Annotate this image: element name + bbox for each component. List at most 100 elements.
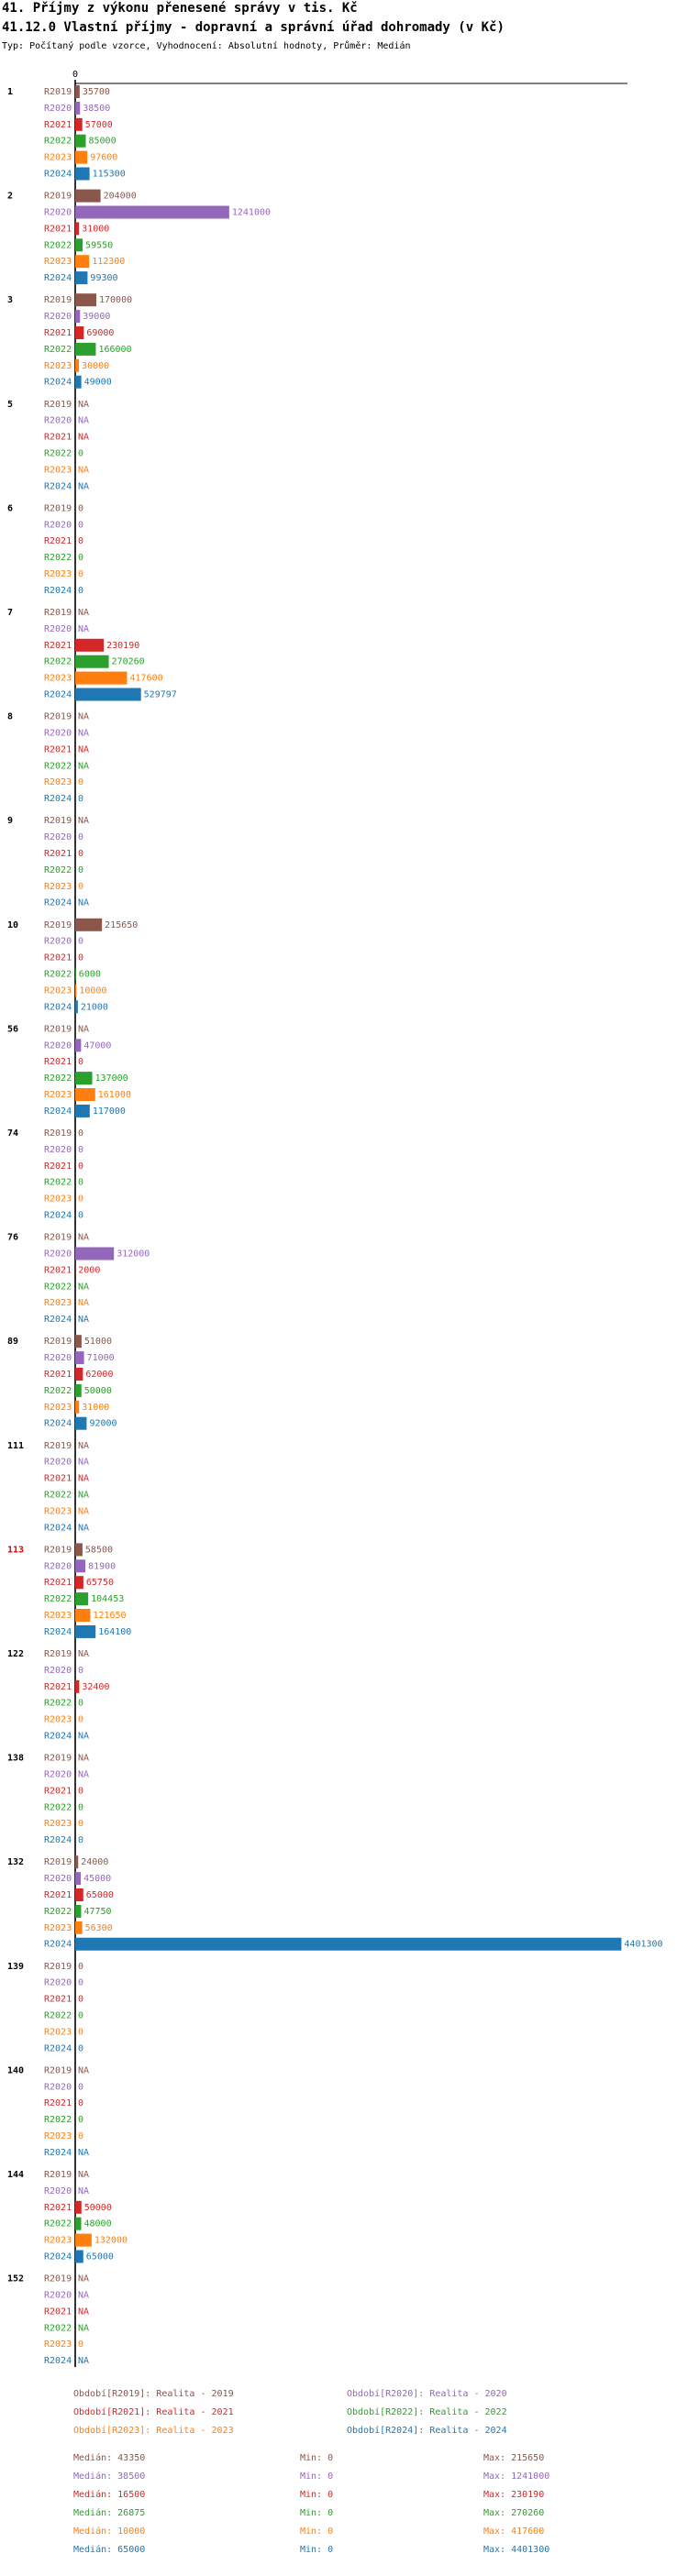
value-label: NA xyxy=(78,2306,89,2317)
category-label: 6 xyxy=(7,503,13,513)
value-label: NA xyxy=(78,2274,89,2284)
value-label: 69000 xyxy=(86,328,114,338)
row-label: R2023 xyxy=(44,777,72,787)
value-label: 0 xyxy=(78,937,83,947)
value-label: 1241000 xyxy=(232,208,271,218)
bar xyxy=(75,671,128,685)
value-label: NA xyxy=(78,744,89,754)
row-label: R2024 xyxy=(44,1211,72,1221)
value-label: 0 xyxy=(78,1978,83,1988)
row-label: R2023 xyxy=(44,1819,72,1829)
bar xyxy=(75,1543,83,1557)
row-label: R2020 xyxy=(44,1145,72,1155)
row-label: R2019 xyxy=(44,1649,72,1659)
value-label: 30000 xyxy=(82,361,109,371)
legend-entry: Období[R2020]: Realita - 2020 xyxy=(347,2388,507,2399)
row-label: R2024 xyxy=(44,586,72,596)
stat-value: 4401300 xyxy=(511,2545,549,2555)
row-label: R2023 xyxy=(44,882,72,892)
value-label: 0 xyxy=(78,882,83,892)
category-label: 144 xyxy=(7,2170,24,2180)
bar xyxy=(75,238,83,252)
value-label: 35700 xyxy=(83,87,110,97)
value-label: 0 xyxy=(78,1819,83,1829)
category-label: 139 xyxy=(7,1962,24,1972)
value-label: NA xyxy=(78,433,89,443)
stat-max: Max: 230190 xyxy=(483,2490,544,2500)
value-label: 0 xyxy=(78,1835,83,1845)
value-label: 71000 xyxy=(87,1353,115,1363)
chart-subtitle: 41.12.0 Vlastní příjmy - dopravní a sprá… xyxy=(2,20,505,35)
value-label: 0 xyxy=(78,1699,83,1709)
value-label: 47750 xyxy=(83,1907,111,1917)
stat-max: Max: 417600 xyxy=(483,2526,544,2537)
row-label: R2021 xyxy=(44,1161,72,1172)
row-label: R2024 xyxy=(44,1732,72,1742)
category-label: 1 xyxy=(7,87,13,97)
row-label: R2019 xyxy=(44,712,72,722)
value-label: 0 xyxy=(78,2339,83,2350)
row-label: R2019 xyxy=(44,1128,72,1139)
bar xyxy=(75,1679,80,1693)
chart-title: 41. Příjmy z výkonu přenesené správy v t… xyxy=(2,1,358,16)
stat-min: Min: 0 xyxy=(300,2545,333,2555)
category-label: 138 xyxy=(7,1754,24,1764)
value-label: 0 xyxy=(78,2011,83,2021)
value-label: NA xyxy=(78,1754,89,1764)
stat-label: Min: xyxy=(300,2490,322,2500)
bar xyxy=(75,1592,89,1606)
category-label: 74 xyxy=(7,1128,18,1139)
stat-median: Medián: 26875 xyxy=(73,2507,145,2518)
stat-label: Medián: xyxy=(73,2452,112,2463)
legend-entry: Období[R2019]: Realita - 2019 xyxy=(73,2388,234,2399)
row-label: R2021 xyxy=(44,1682,72,1692)
row-label: R2022 xyxy=(44,1699,72,1709)
value-label: 4401300 xyxy=(624,1940,662,1950)
legend-entry: Období[R2022]: Realita - 2022 xyxy=(347,2406,507,2417)
row-label: R2023 xyxy=(44,674,72,684)
legend-entry: Období[R2023]: Realita - 2023 xyxy=(73,2425,234,2436)
row-label: R2022 xyxy=(44,2323,72,2333)
row-label: R2023 xyxy=(44,257,72,267)
bar xyxy=(75,117,83,131)
value-label: 62000 xyxy=(85,1370,113,1380)
value-label: 81900 xyxy=(88,1561,116,1571)
row-label: R2021 xyxy=(44,224,72,234)
row-label: R2021 xyxy=(44,744,72,754)
stat-label: Medián: xyxy=(73,2489,112,2500)
row-label: R2024 xyxy=(44,1315,72,1325)
value-label: NA xyxy=(78,2186,89,2196)
stat-label: Max: xyxy=(483,2490,505,2500)
bar xyxy=(75,1104,90,1117)
category-label: 132 xyxy=(7,1857,24,1867)
value-label: 417600 xyxy=(129,674,162,684)
value-label: 92000 xyxy=(89,1419,117,1429)
value-label: 0 xyxy=(78,2131,83,2141)
bar xyxy=(75,205,229,219)
stat-min: Min: 0 xyxy=(300,2508,333,2518)
category-label: 140 xyxy=(7,2065,24,2075)
category-label: 89 xyxy=(7,1337,18,1347)
bar xyxy=(75,358,80,372)
row-label: R2021 xyxy=(44,433,72,443)
row-label: R2019 xyxy=(44,2274,72,2284)
row-label: R2021 xyxy=(44,120,72,130)
bar xyxy=(75,1576,83,1590)
value-label: 49000 xyxy=(84,378,112,388)
row-label: R2021 xyxy=(44,1995,72,2005)
row-label: R2021 xyxy=(44,849,72,859)
stat-value: 215650 xyxy=(511,2453,544,2463)
row-label: R2024 xyxy=(44,898,72,908)
value-label: 0 xyxy=(78,953,83,963)
bar xyxy=(75,1335,82,1349)
value-label: 161000 xyxy=(98,1090,131,1100)
value-label: NA xyxy=(78,729,89,739)
value-label: 137000 xyxy=(95,1073,128,1084)
value-label: 65000 xyxy=(86,2252,114,2262)
row-label: R2024 xyxy=(44,1835,72,1845)
row-label: R2020 xyxy=(44,624,72,634)
value-label: NA xyxy=(78,2291,89,2301)
value-label: 39000 xyxy=(83,312,110,322)
stat-label: Max: xyxy=(483,2526,505,2537)
bar xyxy=(75,293,96,307)
